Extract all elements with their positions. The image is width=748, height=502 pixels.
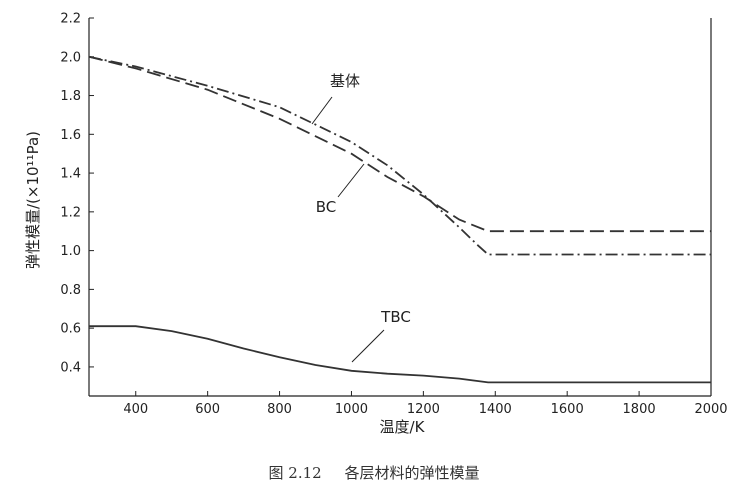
annotation-TBC: TBC: [380, 308, 411, 326]
x-tick-label: 800: [267, 402, 292, 417]
axes: 400 600 800 1000 1200 1400 1600 1800 2000 0.4 0.6 0…: [60, 12, 727, 418]
y-tick-label: 1.8: [60, 89, 81, 104]
annotation-基体: 基体: [330, 72, 360, 90]
leader-line-BC: [337, 163, 365, 198]
y-tick-label: 2.0: [60, 50, 81, 65]
caption-number: 图 2.12: [269, 464, 322, 482]
series-line-BC: [88, 55, 711, 233]
y-tick-label: 0.6: [60, 322, 81, 337]
annotation-BC: BC: [316, 198, 337, 216]
x-axis-title: 温度/K: [380, 418, 426, 436]
x-tick-label: 1600: [551, 402, 584, 417]
y-axis-title: 弹性模量/(×10¹¹Pa): [24, 131, 42, 269]
x-tick-label: 2000: [694, 402, 727, 417]
y-tick-label: 2.2: [60, 12, 81, 27]
series-line-TBC: [89, 325, 711, 384]
x-tick-label: 400: [123, 402, 148, 417]
caption-text: 各层材料的弹性模量: [344, 464, 479, 482]
x-tick-label: 1800: [623, 402, 656, 417]
y-tick-label: 1.4: [60, 167, 81, 182]
x-tick-label: 600: [195, 402, 220, 417]
series-group: [88, 55, 711, 384]
x-tick-label: 1000: [335, 402, 368, 417]
leader-line-基体: [311, 96, 333, 125]
annotations: 基体 BC TBC: [311, 72, 411, 363]
leader-line-TBC: [351, 329, 385, 363]
x-tick-label: 1400: [479, 402, 512, 417]
y-tick-label: 0.4: [60, 360, 81, 375]
y-tick-label: 1.2: [60, 205, 81, 220]
y-tick-label: 1.0: [60, 244, 81, 259]
x-tick-label: 1200: [407, 402, 440, 417]
series-line-基体: [88, 55, 711, 256]
y-tick-label: 1.6: [60, 128, 81, 143]
figure-caption: 图 2.12 各层材料的弹性模量: [269, 464, 480, 482]
y-tick-label: 0.8: [60, 283, 81, 298]
